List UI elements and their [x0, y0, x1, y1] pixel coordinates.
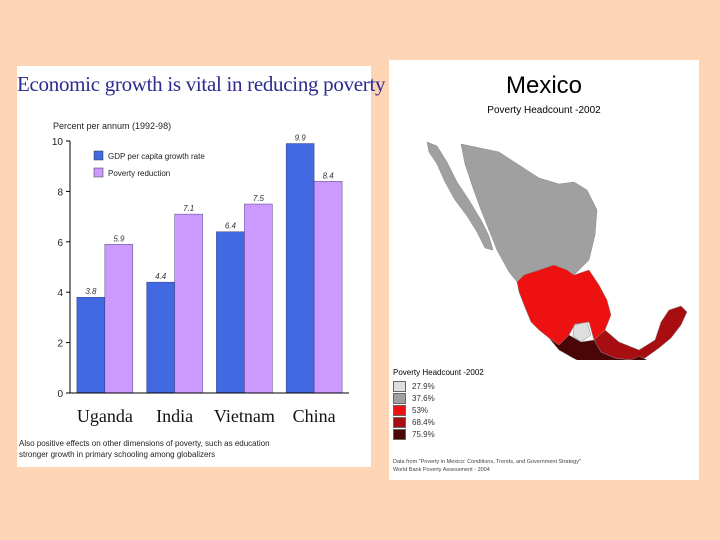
- legend-swatch: [393, 405, 406, 416]
- legend-row: 37.6%: [393, 393, 563, 404]
- bar: [146, 281, 175, 394]
- footnote-line-1: Also positive effects on other dimension…: [19, 439, 270, 448]
- legend-swatch: [393, 393, 406, 404]
- x-tick-label: China: [293, 406, 336, 426]
- legend-label: GDP per capita growth rate: [108, 152, 205, 161]
- legend-label: Poverty reduction: [108, 169, 170, 178]
- data-label: 4.4: [155, 272, 167, 281]
- map-title: Mexico: [505, 72, 583, 99]
- bar: [174, 213, 203, 394]
- region-baja-california: [426, 141, 494, 251]
- footnote-line-2: stronger growth in primary schooling amo…: [19, 450, 216, 459]
- legend-swatch: [393, 417, 406, 428]
- bar: [104, 244, 134, 394]
- map-legend-title: Poverty Headcount -2002: [393, 368, 484, 377]
- data-label: 7.1: [183, 204, 194, 213]
- y-tick-label: 2: [57, 339, 63, 350]
- x-tick-label: Vietnam: [214, 406, 275, 426]
- data-label: 5.9: [113, 234, 125, 243]
- legend-row: 75.9%: [393, 429, 563, 440]
- data-label: 8.4: [323, 171, 335, 180]
- map-panel: Mexico Poverty Headcount -2002 Poverty H…: [389, 60, 699, 480]
- x-tick-label: India: [156, 406, 193, 426]
- legend-label: 37.6%: [412, 394, 435, 403]
- region-north: [460, 143, 598, 283]
- bar: [76, 297, 106, 394]
- data-label: 9.9: [295, 134, 307, 143]
- legend-swatch: [93, 167, 104, 178]
- legend-label: 75.9%: [412, 430, 435, 439]
- legend-row: 27.9%: [393, 381, 563, 392]
- legend-swatch: [93, 150, 104, 161]
- bar: [285, 143, 315, 394]
- bar: [244, 203, 273, 394]
- legend-row: 68.4%: [393, 417, 563, 428]
- region-53: [516, 264, 612, 346]
- legend-label: 68.4%: [412, 418, 435, 427]
- x-tick-label: Uganda: [77, 406, 133, 426]
- data-label: 6.4: [225, 222, 237, 231]
- legend-swatch: [393, 429, 406, 440]
- source-line-2: World Bank Poverty Assessment - 2004: [393, 467, 490, 473]
- data-label: 7.5: [253, 194, 265, 203]
- y-tick-label: 10: [52, 137, 64, 148]
- map-legend: Poverty Headcount -2002 27.9% 37.6% 53% …: [393, 368, 563, 441]
- legend-label: 27.9%: [412, 382, 435, 391]
- mexico-map: [426, 141, 688, 360]
- bar: [216, 231, 245, 394]
- y-tick-label: 8: [57, 187, 63, 198]
- region-75-9: [548, 334, 648, 360]
- legend-swatch: [393, 381, 406, 392]
- bar: [313, 181, 343, 394]
- y-tick-label: 4: [57, 288, 63, 299]
- legend-label: 53%: [412, 406, 429, 415]
- y-tick-label: 6: [57, 238, 63, 249]
- source-line-1: Data from "Poverty in Mexico: Conditions…: [393, 459, 581, 465]
- chart-panel: Economic growth is vital in reducing pov…: [17, 66, 386, 467]
- chart-title: Economic growth is vital in reducing pov…: [17, 72, 386, 96]
- y-tick-label: 0: [57, 389, 63, 400]
- bar-chart: Percent per annum (1992-98) 0 2 4 6 8 10 3.8 5…: [52, 121, 349, 426]
- map-subtitle: Poverty Headcount -2002: [487, 105, 601, 116]
- y-axis-label: Percent per annum (1992-98): [53, 121, 171, 131]
- chart-footnote: Also positive effects on other dimension…: [19, 438, 369, 460]
- map-source: Data from "Poverty in Mexico: Conditions…: [393, 458, 643, 474]
- data-label: 3.8: [85, 287, 97, 296]
- legend-row: 53%: [393, 405, 563, 416]
